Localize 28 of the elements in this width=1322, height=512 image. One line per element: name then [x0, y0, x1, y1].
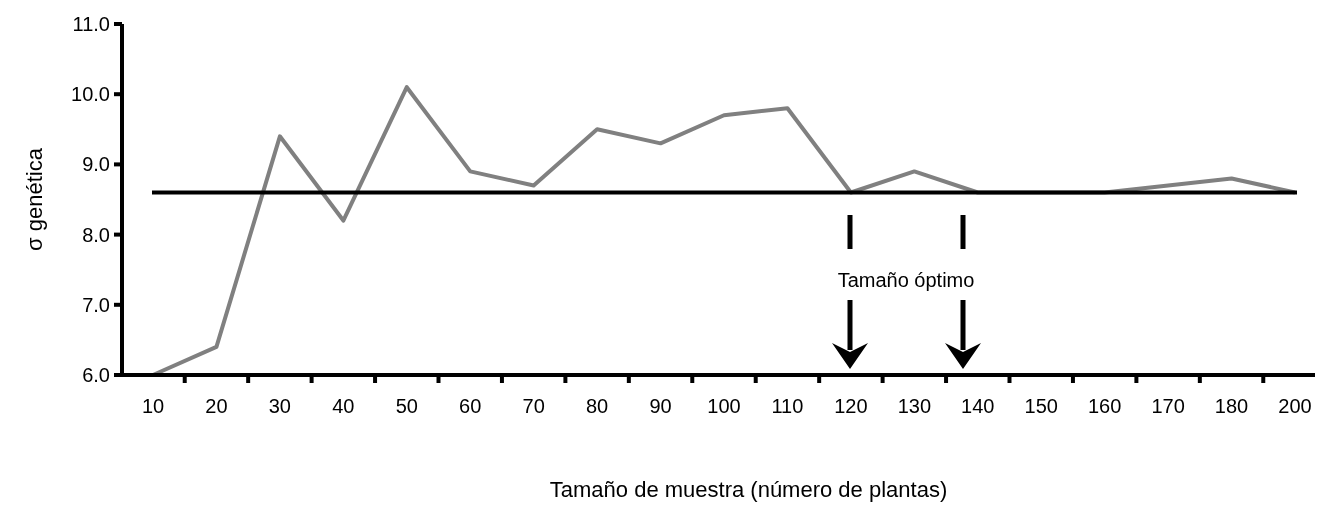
y-tick-label: 8.0 [82, 223, 110, 246]
y-tick-label: 6.0 [82, 364, 110, 386]
x-tick-label: 150 [1024, 395, 1058, 417]
x-tick-label: 10 [141, 395, 165, 417]
x-tick-label: 80 [585, 395, 609, 417]
x-tick-label: 30 [268, 395, 292, 417]
x-tick-label: 50 [395, 395, 418, 417]
x-axis-title: Tamaño de muestra (número de plantas) [549, 477, 948, 502]
x-tick-label: 170 [1151, 395, 1185, 417]
x-tick-label: 130 [897, 395, 932, 417]
x-tick-label: 110 [771, 395, 804, 417]
x-tick-label: 90 [649, 395, 672, 417]
x-tick-label: 20 [205, 395, 228, 417]
y-tick-label: 9.0 [82, 153, 110, 176]
y-tick-label: 11.0 [72, 13, 110, 35]
y-tick-label: 7.0 [82, 293, 110, 316]
x-tick-label: 180 [1214, 395, 1249, 417]
x-tick-label: 40 [332, 395, 355, 417]
x-tick-label: 60 [459, 395, 482, 417]
x-tick-label: 100 [707, 395, 741, 417]
y-axis-title: σ genética [22, 147, 47, 251]
x-tick-label: 120 [834, 395, 868, 417]
annotation: Tamaño óptimo [837, 269, 975, 291]
x-tick-label: 160 [1087, 395, 1122, 417]
y-tick-label: 10.0 [71, 83, 110, 106]
x-tick-label: 70 [522, 395, 545, 417]
x-tick-label: 200 [1278, 395, 1312, 417]
x-tick-label: 140 [961, 395, 995, 417]
